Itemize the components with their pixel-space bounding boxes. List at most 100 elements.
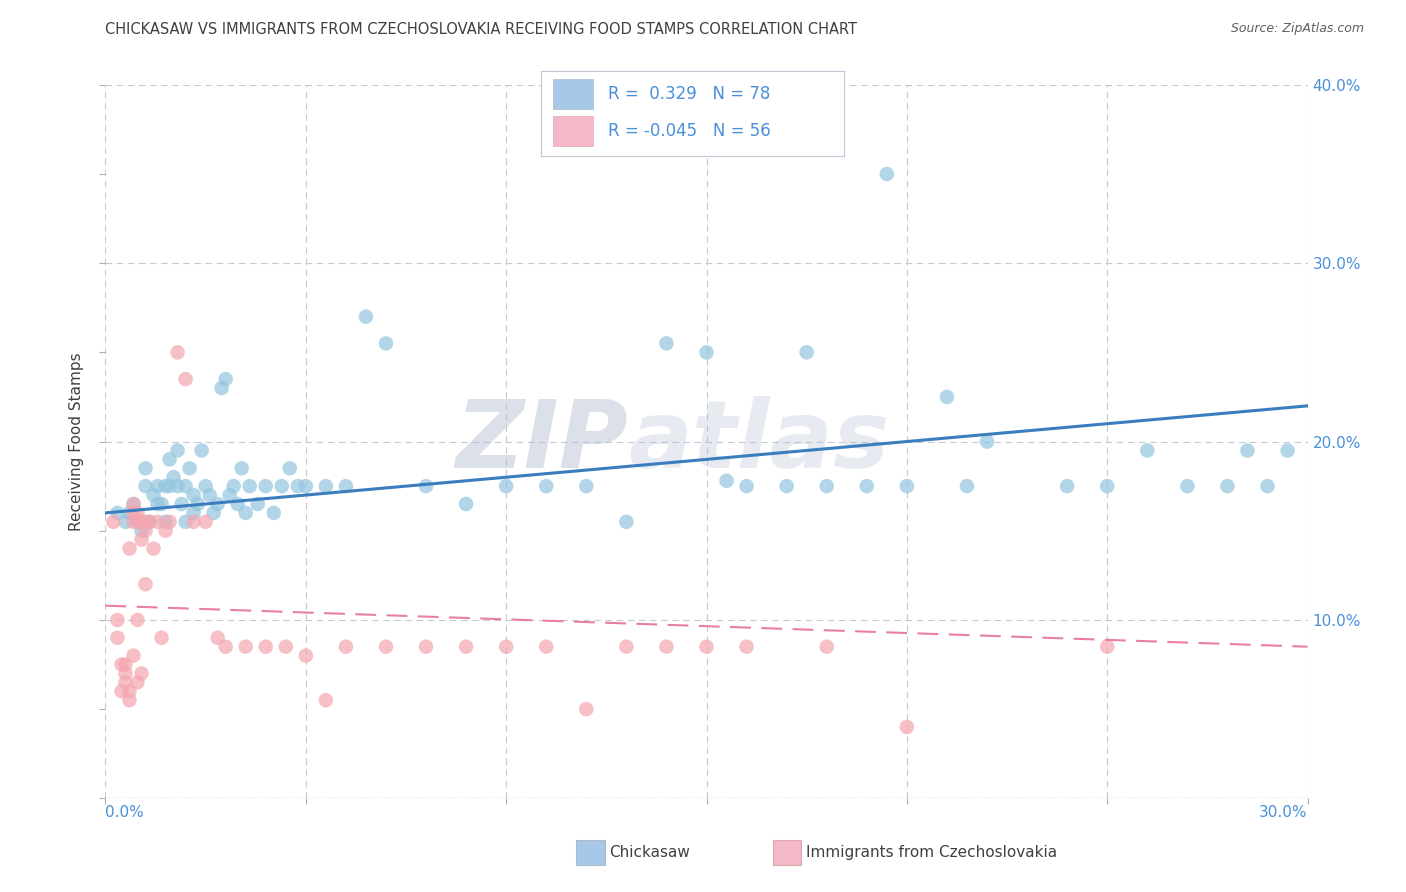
Point (222, 479, 245, 493)
Point (135, 479, 157, 493)
Point (194, 515, 217, 529)
Point (150, 631, 173, 645)
Point (976, 434, 998, 449)
Text: 0.0%: 0.0% (105, 805, 145, 820)
Point (1236, 443, 1258, 458)
Point (735, 479, 758, 493)
Point (254, 640, 277, 654)
Point (374, 640, 398, 654)
Point (166, 479, 188, 493)
Point (118, 506, 141, 520)
Point (110, 657, 132, 672)
Point (122, 497, 145, 511)
Point (616, 640, 638, 654)
Bar (554, 79, 593, 109)
Point (135, 515, 157, 529)
Point (696, 640, 718, 654)
Point (150, 497, 173, 511)
Point (103, 515, 125, 529)
Point (142, 541, 165, 556)
Point (616, 515, 638, 529)
Point (415, 479, 437, 493)
Point (207, 497, 229, 511)
Point (194, 479, 217, 493)
Point (270, 479, 292, 493)
Point (696, 345, 718, 359)
Point (183, 515, 205, 529)
Point (146, 497, 169, 511)
Point (287, 479, 309, 493)
Point (655, 336, 678, 351)
Point (135, 461, 157, 475)
Point (122, 515, 145, 529)
Point (1277, 443, 1299, 458)
Point (166, 443, 188, 458)
Point (263, 506, 285, 520)
Point (876, 167, 898, 181)
Point (114, 657, 136, 672)
Point (202, 506, 225, 520)
Point (295, 479, 318, 493)
Point (162, 470, 184, 484)
Text: CHICKASAW VS IMMIGRANTS FROM CZECHOSLOVAKIA RECEIVING FOOD STAMPS CORRELATION CH: CHICKASAW VS IMMIGRANTS FROM CZECHOSLOVA… (105, 22, 858, 37)
Point (956, 479, 979, 493)
Point (716, 474, 738, 488)
Point (174, 372, 197, 386)
Y-axis label: Receiving Food Stamps: Receiving Food Stamps (69, 352, 84, 531)
Point (110, 684, 132, 698)
Point (239, 479, 262, 493)
Point (235, 506, 257, 520)
Point (815, 479, 838, 493)
Text: 30.0%: 30.0% (1260, 805, 1308, 820)
Point (179, 461, 201, 475)
Point (190, 443, 212, 458)
Point (534, 640, 557, 654)
Point (131, 533, 153, 547)
Point (226, 497, 249, 511)
Point (114, 675, 136, 690)
Point (118, 693, 141, 707)
Text: Immigrants from Czechoslovakia: Immigrants from Czechoslovakia (806, 846, 1057, 860)
Point (127, 506, 149, 520)
Text: Source: ZipAtlas.com: Source: ZipAtlas.com (1230, 22, 1364, 36)
Point (214, 640, 236, 654)
Point (218, 488, 240, 502)
Point (127, 515, 149, 529)
Point (114, 666, 136, 681)
Point (735, 640, 758, 654)
Point (214, 372, 236, 386)
Point (1177, 479, 1199, 493)
Point (131, 524, 153, 538)
Point (170, 497, 193, 511)
Point (207, 631, 229, 645)
Point (454, 497, 477, 511)
Point (183, 506, 205, 520)
Text: Chickasaw: Chickasaw (609, 846, 690, 860)
Point (354, 310, 377, 324)
Point (1136, 443, 1159, 458)
Point (254, 479, 277, 493)
Text: ZIP: ZIP (456, 395, 628, 488)
Point (896, 720, 918, 734)
Point (815, 640, 838, 654)
Point (174, 479, 197, 493)
Point (159, 515, 181, 529)
Point (131, 666, 153, 681)
Point (235, 640, 257, 654)
Point (246, 497, 269, 511)
Point (231, 461, 253, 475)
Point (146, 479, 169, 493)
Point (575, 479, 598, 493)
Point (183, 488, 205, 502)
Point (135, 577, 157, 591)
Point (936, 390, 959, 404)
Point (138, 515, 160, 529)
Point (335, 640, 357, 654)
Point (146, 515, 169, 529)
Point (796, 345, 818, 359)
Point (118, 541, 141, 556)
Point (107, 631, 129, 645)
Point (187, 497, 209, 511)
Point (454, 640, 477, 654)
Point (107, 506, 129, 520)
